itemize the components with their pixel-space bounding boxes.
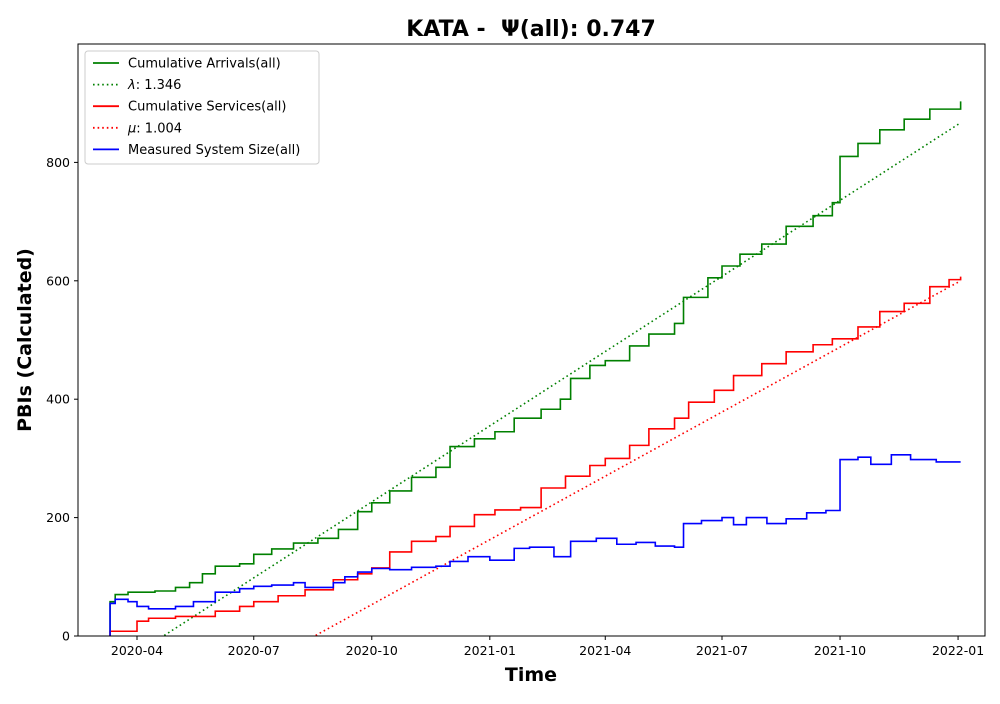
- x-tick-label: 2020-07: [228, 643, 280, 658]
- legend-label: Cumulative Arrivals(all): [128, 57, 281, 72]
- series-line-5: [109, 454, 961, 636]
- legend-box: [84, 50, 320, 165]
- series-line-2: [161, 122, 962, 636]
- x-tick-label: 2021-04: [579, 643, 631, 658]
- y-tick-label: 600: [46, 273, 70, 288]
- legend: Cumulative Arrivals(all) λ: 1.346 Cumulati…: [84, 50, 320, 165]
- series-layer: [109, 101, 962, 636]
- y-axis: 0 200 400 600 800: [46, 155, 78, 644]
- plot-frame: [77, 43, 986, 637]
- x-tick-label: 2021-10: [814, 643, 866, 658]
- x-tick-label: 2021-01: [464, 643, 516, 658]
- x-axis-label: Time: [505, 664, 557, 686]
- legend-label: λ: 1.346: [127, 78, 181, 93]
- plot-area: 2020-04 2020-07 2020-10 2021-01 2021-04 2021-…: [46, 43, 986, 658]
- chart-title: KATA - Ψ(all): 0.747: [406, 17, 656, 42]
- x-tick-label: 2022-01: [932, 643, 984, 658]
- legend-label: Cumulative Services(all): [128, 100, 286, 115]
- x-tick-label: 2020-10: [346, 643, 398, 658]
- series-line-1: [109, 101, 962, 636]
- legend-label: Measured System Size(all): [128, 143, 300, 158]
- y-tick-label: 0: [62, 629, 70, 644]
- y-tick-label: 400: [46, 392, 70, 407]
- x-axis: 2020-04 2020-07 2020-10 2021-01 2021-04 2021-…: [111, 636, 984, 658]
- x-tick-label: 2020-04: [111, 643, 163, 658]
- y-tick-label: 800: [46, 155, 70, 170]
- legend-label: μ: 1.004: [127, 121, 182, 136]
- x-tick-label: 2021-07: [696, 643, 748, 658]
- series-line-3: [109, 276, 962, 636]
- y-tick-label: 200: [46, 510, 70, 525]
- y-axis-label: PBIs (Calculated): [14, 248, 36, 432]
